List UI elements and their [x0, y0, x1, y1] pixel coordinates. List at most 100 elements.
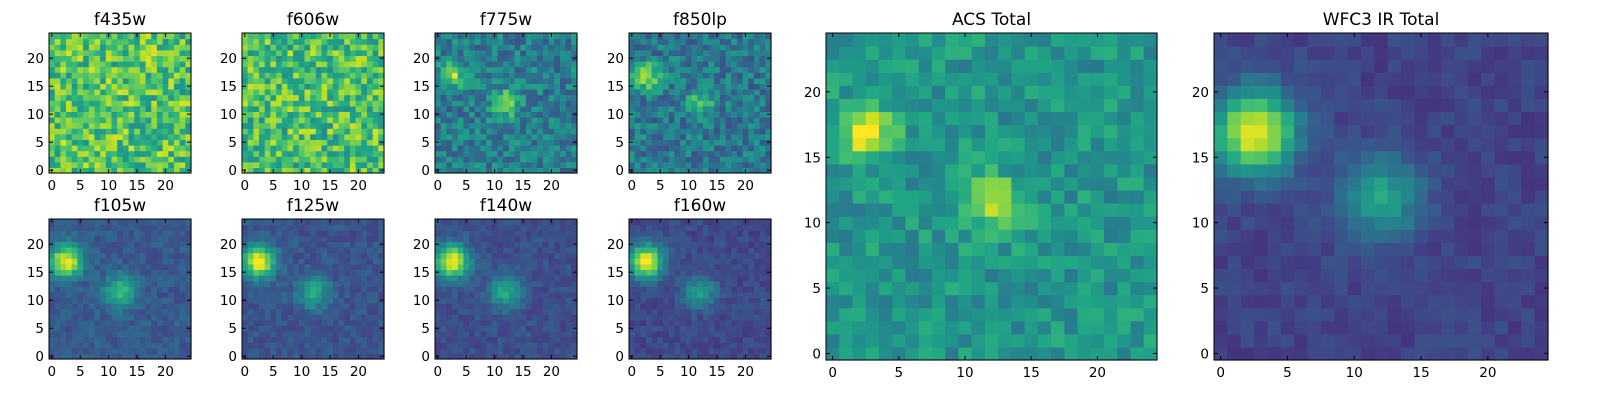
heatmap-cell [571, 303, 578, 310]
heatmap-cell [542, 72, 550, 79]
heatmap-cell [474, 66, 482, 73]
heatmap-cell [697, 100, 704, 107]
heatmap-cell [520, 342, 527, 349]
heatmap-cell [293, 100, 300, 107]
heatmap-cell [247, 247, 254, 254]
heatmap-cell [520, 139, 527, 146]
heatmap-cell [559, 77, 567, 84]
heatmap-cell [571, 314, 578, 321]
heatmap-cell [503, 167, 510, 174]
heatmap-cell [680, 308, 687, 315]
heatmap-cell [83, 167, 90, 174]
x-tick-label: 0 [241, 364, 250, 380]
heatmap-cell [281, 303, 289, 310]
heatmap-cell [440, 72, 447, 79]
heatmap-cell [270, 347, 277, 354]
heatmap-cell [486, 167, 493, 174]
heatmap-cell [304, 49, 311, 56]
heatmap-cell [674, 66, 681, 73]
heatmap-cell [94, 133, 101, 140]
heatmap-cell [702, 342, 710, 349]
heatmap-cell [60, 269, 67, 276]
heatmap-cell [264, 111, 271, 118]
heatmap-cell [66, 94, 73, 101]
heatmap-cell [748, 117, 755, 124]
heatmap-cell [663, 347, 670, 354]
heatmap-cell [680, 61, 687, 68]
heatmap-cell [49, 61, 56, 68]
heatmap-cell [60, 342, 67, 349]
heatmap-cell [344, 66, 351, 73]
heatmap-cell [139, 230, 147, 237]
heatmap-cell [435, 263, 442, 270]
heatmap-cell [531, 308, 538, 315]
heatmap-cell [88, 308, 96, 315]
heatmap-cell [486, 269, 493, 276]
heatmap-cell [310, 122, 317, 129]
heatmap-cell [463, 303, 470, 310]
heatmap-cell [111, 128, 118, 135]
heatmap-cell [355, 280, 362, 287]
heatmap-cell [332, 258, 340, 265]
heatmap-cell [765, 49, 772, 56]
heatmap-cell [344, 297, 351, 304]
heatmap-cell [293, 145, 300, 152]
heatmap-cell [321, 331, 328, 338]
heatmap-cell [680, 286, 687, 293]
heatmap-cell [542, 94, 550, 101]
heatmap-cell [344, 252, 351, 259]
heatmap-cell [88, 219, 96, 226]
heatmap-cell [759, 342, 766, 349]
heatmap-cell [185, 263, 192, 270]
heatmap-cell [708, 77, 715, 84]
heatmap-cell [435, 38, 442, 45]
heatmap-cell [537, 66, 544, 73]
heatmap-cell [714, 139, 721, 146]
heatmap-cell [702, 286, 710, 293]
heatmap-cell [293, 241, 300, 248]
heatmap-cell [264, 150, 271, 157]
heatmap-cell [508, 94, 516, 101]
heatmap-cell [71, 156, 78, 163]
heatmap-cell [338, 347, 345, 354]
heatmap-cell [548, 347, 555, 354]
heatmap-cell [731, 55, 738, 62]
heatmap-cell [315, 325, 323, 332]
heatmap-cell [304, 100, 311, 107]
heatmap-cell [117, 77, 124, 84]
heatmap-cell [117, 224, 124, 231]
heatmap-cell [134, 247, 141, 254]
heatmap-cell [293, 44, 300, 51]
heatmap-cell [640, 314, 647, 321]
heatmap-cell [372, 297, 379, 304]
heatmap-cell [765, 331, 772, 338]
heatmap-cell [691, 55, 698, 62]
heatmap-cell [497, 55, 504, 62]
heatmap-cell [486, 150, 493, 157]
heatmap-cell [83, 303, 90, 310]
heatmap-cell [474, 61, 482, 68]
heatmap-cell [168, 314, 175, 321]
heatmap-cell [253, 105, 260, 112]
heatmap-cell [736, 353, 744, 360]
heatmap-cell [731, 167, 738, 174]
heatmap-cell [708, 280, 715, 287]
heatmap-cell [349, 145, 357, 152]
heatmap-cell [259, 342, 266, 349]
heatmap-cell [474, 314, 482, 321]
heatmap-cell [139, 128, 147, 135]
heatmap-cell [372, 122, 379, 129]
heatmap-cell [503, 263, 510, 270]
heatmap-cell [753, 61, 761, 68]
heatmap-cell [242, 235, 249, 242]
x-tick-label: 20 [157, 178, 174, 194]
heatmap-cell [685, 275, 693, 282]
heatmap-cell [731, 275, 738, 282]
heatmap-cell [162, 66, 169, 73]
heatmap-cell [497, 241, 504, 248]
heatmap-cell [452, 275, 459, 282]
heatmap-cell [629, 319, 636, 326]
heatmap-cell [327, 66, 334, 73]
heatmap-cell [680, 66, 687, 73]
heatmap-cell [708, 342, 715, 349]
